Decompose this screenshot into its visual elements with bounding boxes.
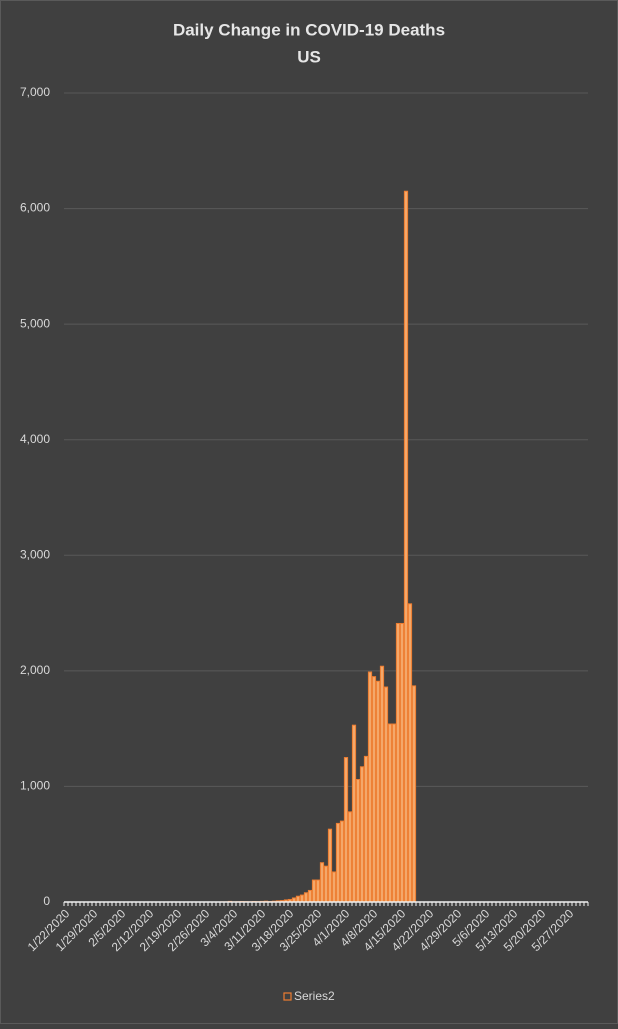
y-tick-label: 2,000 <box>20 663 50 677</box>
y-tick-label: 4,000 <box>20 432 50 446</box>
bar <box>404 191 407 902</box>
bar <box>304 893 307 902</box>
y-tick-label: 6,000 <box>20 201 50 215</box>
y-tick-label: 1,000 <box>20 779 50 793</box>
bar <box>364 756 367 902</box>
bar <box>312 880 315 902</box>
bar <box>356 779 359 902</box>
y-tick-label: 3,000 <box>20 547 50 561</box>
chart-subtitle: US <box>297 47 321 66</box>
y-tick-label: 5,000 <box>20 316 50 330</box>
legend-label: Series2 <box>294 989 335 1003</box>
bar <box>340 821 343 902</box>
bar <box>400 623 403 902</box>
bar <box>316 880 319 902</box>
bar <box>296 896 299 902</box>
bar <box>412 686 415 902</box>
chart-title: Daily Change in COVID-19 Deaths <box>173 20 445 39</box>
bar <box>336 823 339 902</box>
bar <box>320 863 323 902</box>
bar <box>332 872 335 902</box>
y-tick-label: 0 <box>43 894 50 908</box>
bar <box>348 812 351 902</box>
bar <box>300 895 303 902</box>
bar <box>368 672 371 902</box>
y-tick-label: 7,000 <box>20 85 50 99</box>
bar <box>408 604 411 902</box>
bar <box>372 677 375 902</box>
bar <box>352 725 355 902</box>
bar <box>384 687 387 902</box>
bar <box>344 758 347 902</box>
bar <box>388 724 391 902</box>
bar <box>328 829 331 902</box>
bar <box>360 767 363 902</box>
bar <box>308 890 311 902</box>
bar <box>380 666 383 902</box>
bar <box>392 724 395 902</box>
bar <box>324 866 327 902</box>
bar <box>376 681 379 902</box>
bar <box>396 623 399 902</box>
